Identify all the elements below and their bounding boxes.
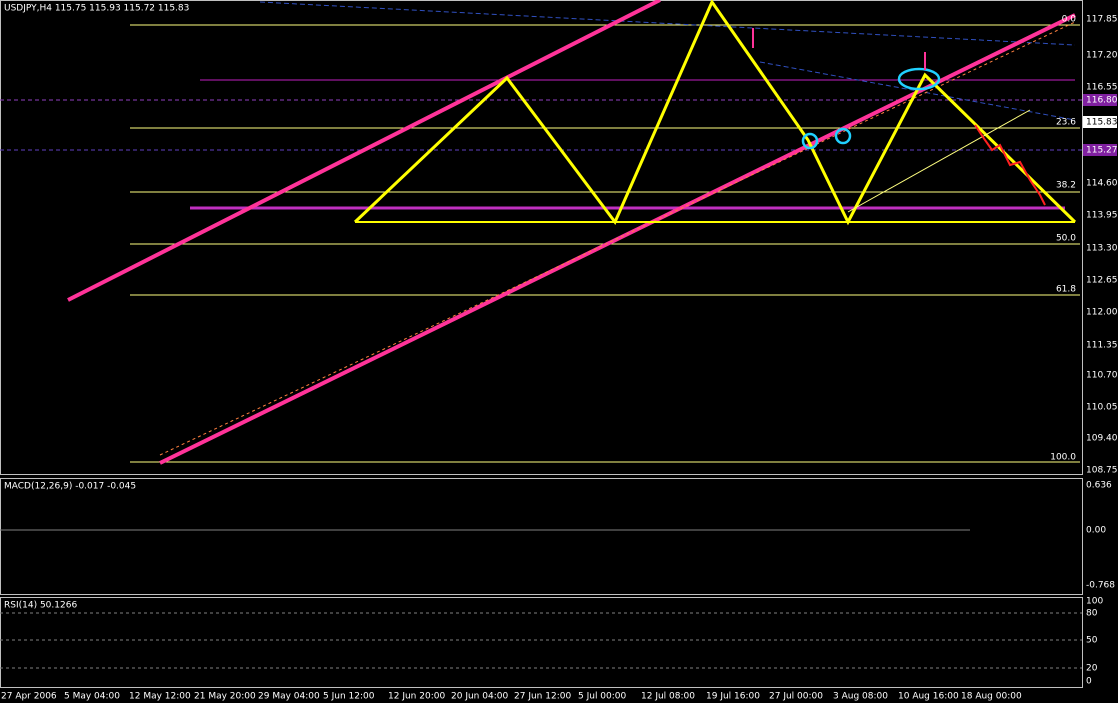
time-label: 27 Jun 12:00: [514, 692, 571, 702]
fib-label: 0.0: [1062, 15, 1077, 25]
rsi-axis-label: 80: [1086, 609, 1098, 619]
price-label: 111.35: [1086, 341, 1118, 351]
price-label: 115.83: [1086, 118, 1118, 128]
fib-label: 38.2: [1056, 181, 1076, 191]
time-label: 3 Aug 08:00: [833, 692, 888, 702]
price-label: 117.20: [1086, 51, 1118, 61]
price-label: 108.75: [1086, 466, 1118, 476]
time-label: 18 Aug 00:00: [961, 692, 1022, 702]
price-label: 116.80: [1086, 96, 1118, 106]
macd-axis-label: 0.00: [1086, 526, 1106, 536]
price-label: 113.30: [1086, 244, 1118, 254]
price-label: 116.55: [1086, 83, 1118, 93]
time-label: 12 May 12:00: [129, 692, 191, 702]
time-label: 19 Jul 16:00: [706, 692, 760, 702]
rsi-axis-label: 20: [1086, 664, 1098, 674]
time-label: 12 Jun 20:00: [388, 692, 445, 702]
price-label: 113.95: [1086, 211, 1118, 221]
time-label: 10 Aug 16:00: [898, 692, 959, 702]
price-label: 109.40: [1086, 434, 1118, 444]
price-label: 112.65: [1086, 276, 1118, 286]
time-label: 20 Jun 04:00: [451, 692, 508, 702]
price-label: 114.60: [1086, 179, 1118, 189]
fib-label: 50.0: [1056, 234, 1076, 244]
fib-label: 23.6: [1056, 118, 1076, 128]
rsi-axis-label: 50: [1086, 636, 1098, 646]
price-label: 115.27: [1086, 146, 1118, 156]
fib-label: 100.0: [1050, 453, 1076, 463]
fib-label: 61.8: [1056, 285, 1076, 295]
rsi-title: RSI(14) 50.1266: [4, 601, 77, 611]
price-label: 110.05: [1086, 403, 1118, 413]
time-label: 5 May 04:00: [64, 692, 120, 702]
macd-axis-label: -0.768: [1086, 581, 1115, 591]
time-label: 21 May 20:00: [194, 692, 256, 702]
macd-title: MACD(12,26,9) -0.017 -0.045: [4, 482, 136, 492]
time-label: 29 May 04:00: [258, 692, 320, 702]
price-label: 112.00: [1086, 308, 1118, 318]
macd-axis-label: 0.636: [1086, 481, 1112, 491]
time-label: 5 Jul 00:00: [578, 692, 627, 702]
time-label: 5 Jun 12:00: [323, 692, 375, 702]
rsi-axis-label: 0: [1086, 677, 1092, 687]
time-label: 27 Jul 00:00: [769, 692, 823, 702]
time-label: 12 Jul 08:00: [641, 692, 695, 702]
symbol-header: USDJPY,H4 115.75 115.93 115.72 115.83: [4, 4, 189, 14]
price-label: 117.85: [1086, 15, 1118, 25]
price-label: 110.70: [1086, 371, 1118, 381]
rsi-axis-label: 100: [1086, 597, 1103, 607]
time-label: 27 Apr 2006: [1, 692, 57, 702]
